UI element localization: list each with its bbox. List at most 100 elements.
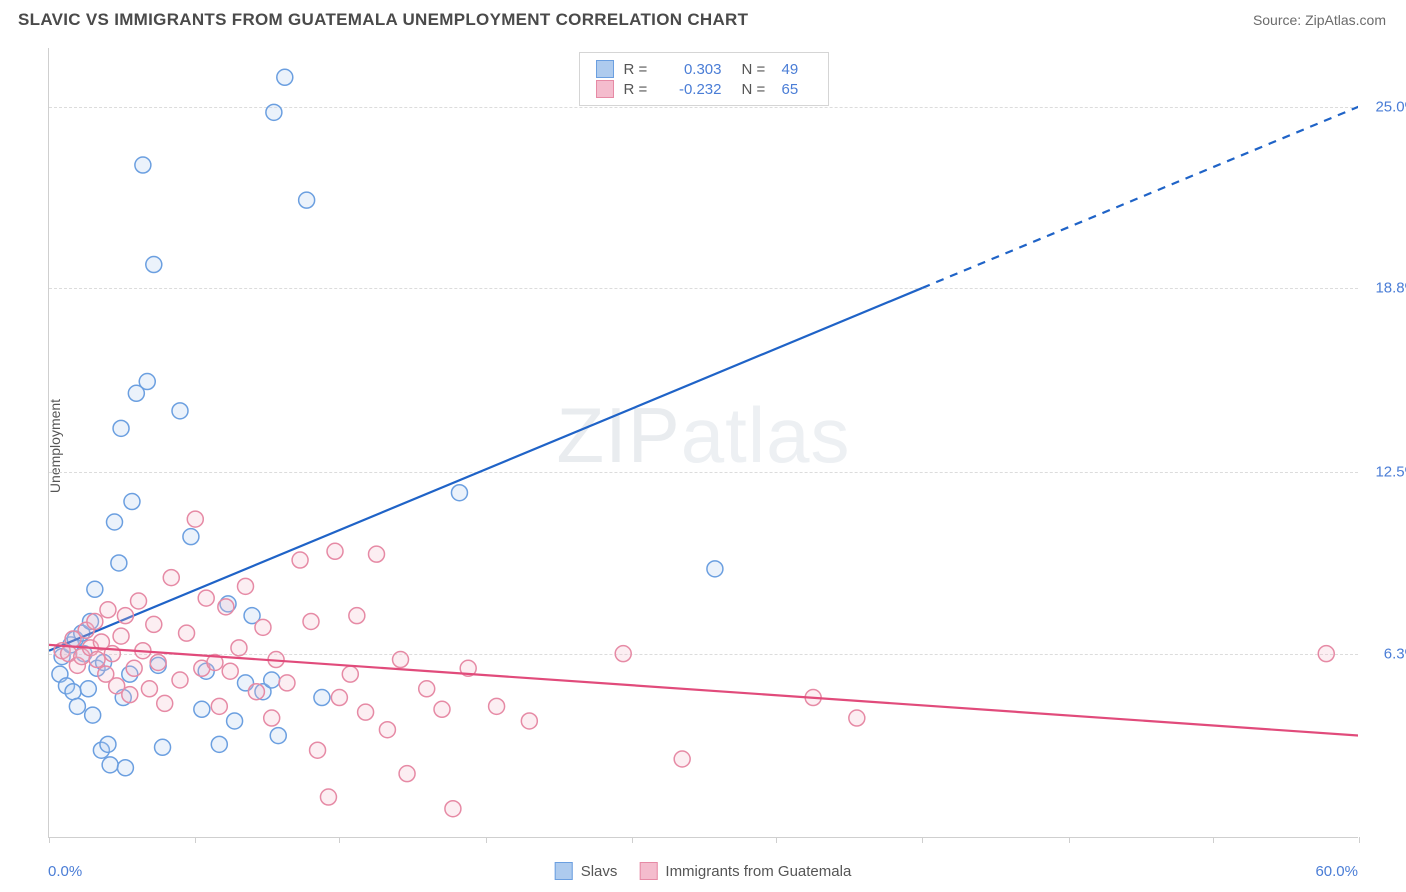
scatter-point [172, 403, 188, 419]
scatter-point [146, 616, 162, 632]
legend-row-guatemala: R = -0.232 N = 65 [596, 79, 812, 99]
legend-item-guatemala: Immigrants from Guatemala [639, 862, 851, 880]
y-tick-label: 6.3% [1363, 645, 1406, 662]
swatch-slavs [596, 60, 614, 78]
n-label: N = [742, 81, 772, 98]
scatter-point [248, 684, 264, 700]
scatter-point [211, 698, 227, 714]
legend-label-slavs: Slavs [581, 863, 618, 880]
x-tick [776, 837, 777, 843]
scatter-point [157, 695, 173, 711]
scatter-svg [49, 48, 1358, 837]
trend-line-solid [49, 288, 922, 651]
scatter-point [707, 561, 723, 577]
chart-title: SLAVIC VS IMMIGRANTS FROM GUATEMALA UNEM… [18, 10, 748, 30]
scatter-point [314, 690, 330, 706]
scatter-point [65, 684, 81, 700]
scatter-point [111, 555, 127, 571]
x-tick [49, 837, 50, 843]
scatter-point [139, 374, 155, 390]
scatter-point [349, 608, 365, 624]
scatter-point [231, 640, 247, 656]
r-value-guatemala: -0.232 [664, 81, 722, 98]
r-value-slavs: 0.303 [664, 61, 722, 78]
scatter-point [342, 666, 358, 682]
scatter-point [615, 646, 631, 662]
scatter-point [117, 760, 133, 776]
n-label: N = [742, 61, 772, 78]
scatter-point [270, 728, 286, 744]
scatter-point [113, 628, 129, 644]
n-value-slavs: 49 [782, 61, 812, 78]
scatter-point [146, 257, 162, 273]
scatter-point [331, 690, 347, 706]
scatter-point [87, 613, 103, 629]
scatter-point [126, 660, 142, 676]
x-tick [486, 837, 487, 843]
scatter-point [327, 543, 343, 559]
legend-label-guatemala: Immigrants from Guatemala [665, 863, 851, 880]
scatter-point [69, 698, 85, 714]
x-tick [1069, 837, 1070, 843]
x-tick [339, 837, 340, 843]
scatter-point [674, 751, 690, 767]
scatter-point [131, 593, 147, 609]
scatter-point [279, 675, 295, 691]
series-legend: Slavs Immigrants from Guatemala [555, 862, 852, 880]
scatter-point [100, 602, 116, 618]
scatter-point [419, 681, 435, 697]
swatch-slavs-bottom [555, 862, 573, 880]
scatter-point [320, 789, 336, 805]
swatch-guatemala [596, 80, 614, 98]
scatter-point [107, 514, 123, 530]
y-tick-label: 18.8% [1363, 279, 1406, 296]
x-tick [1359, 837, 1360, 843]
scatter-point [183, 529, 199, 545]
scatter-point [264, 710, 280, 726]
scatter-point [292, 552, 308, 568]
scatter-point [227, 713, 243, 729]
scatter-point [379, 722, 395, 738]
scatter-point [211, 736, 227, 752]
scatter-point [179, 625, 195, 641]
y-tick-label: 25.0% [1363, 98, 1406, 115]
scatter-point [489, 698, 505, 714]
swatch-guatemala-bottom [639, 862, 657, 880]
scatter-point [100, 736, 116, 752]
scatter-point [85, 707, 101, 723]
scatter-point [310, 742, 326, 758]
scatter-point [124, 494, 140, 510]
y-tick-label: 12.5% [1363, 464, 1406, 481]
source-attribution: Source: ZipAtlas.com [1253, 12, 1386, 28]
legend-row-slavs: R = 0.303 N = 49 [596, 59, 812, 79]
scatter-point [393, 652, 409, 668]
scatter-point [198, 590, 214, 606]
scatter-point [218, 599, 234, 615]
scatter-point [849, 710, 865, 726]
x-tick [632, 837, 633, 843]
n-value-guatemala: 65 [782, 81, 812, 98]
scatter-point [222, 663, 238, 679]
chart-header: SLAVIC VS IMMIGRANTS FROM GUATEMALA UNEM… [0, 0, 1406, 36]
scatter-point [277, 69, 293, 85]
scatter-point [155, 739, 171, 755]
scatter-point [102, 757, 118, 773]
scatter-point [80, 681, 96, 697]
r-label: R = [624, 81, 654, 98]
scatter-point [1318, 646, 1334, 662]
x-axis-min-label: 0.0% [48, 863, 82, 880]
x-axis-max-label: 60.0% [1315, 863, 1358, 880]
scatter-point [264, 672, 280, 688]
scatter-point [299, 192, 315, 208]
scatter-point [117, 608, 133, 624]
scatter-point [150, 654, 166, 670]
scatter-point [135, 157, 151, 173]
scatter-point [521, 713, 537, 729]
scatter-point [172, 672, 188, 688]
scatter-point [358, 704, 374, 720]
scatter-point [163, 570, 179, 586]
scatter-point [238, 578, 254, 594]
scatter-point [445, 801, 461, 817]
scatter-point [399, 766, 415, 782]
correlation-legend: R = 0.303 N = 49 R = -0.232 N = 65 [579, 52, 829, 106]
